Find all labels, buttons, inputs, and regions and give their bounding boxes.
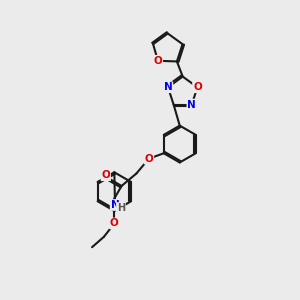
Text: N: N [188, 100, 196, 110]
Text: O: O [101, 170, 110, 180]
Text: H: H [117, 203, 125, 213]
Text: O: O [154, 56, 162, 66]
Text: O: O [110, 218, 119, 228]
Text: O: O [145, 154, 153, 164]
Text: O: O [193, 82, 202, 92]
Text: N: N [111, 200, 119, 210]
Text: N: N [164, 82, 172, 92]
